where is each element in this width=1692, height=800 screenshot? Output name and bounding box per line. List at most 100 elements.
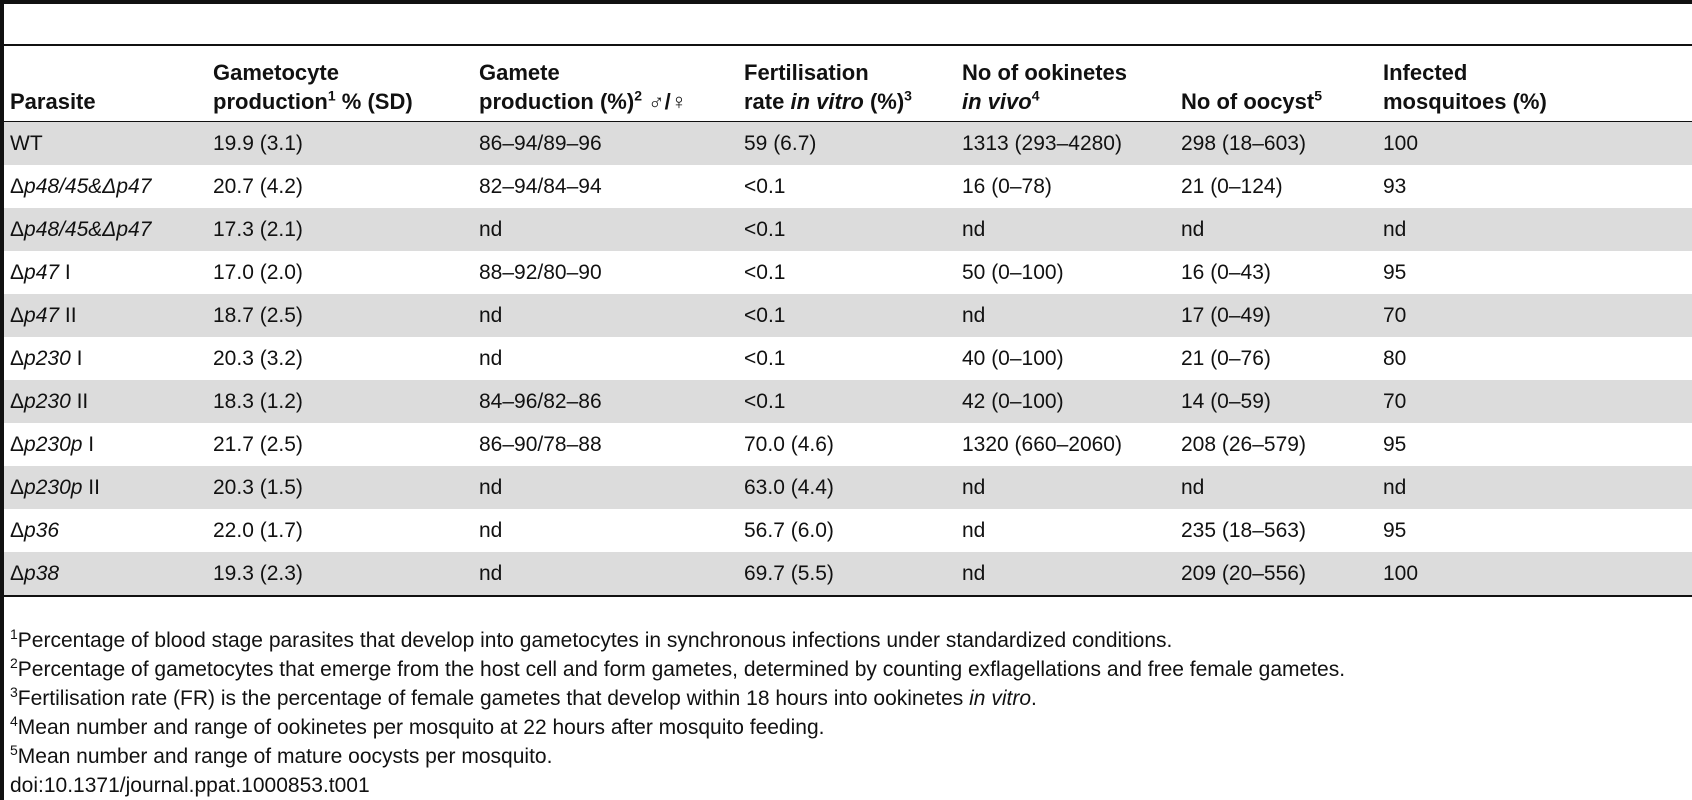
parasite-prefix: Δ (10, 217, 25, 241)
cell-ookinetes: nd (956, 466, 1175, 509)
table-row: Δp230 I 20.3 (3.2) nd <0.1 40 (0–100) 21 (0–7… (4, 337, 1692, 380)
parasite-name: p230p (24, 475, 83, 499)
cell-parasite: Δp36 (4, 509, 207, 552)
table-header-row: Parasite Gametocyte production1 % (SD) G… (4, 44, 1692, 122)
footnote-item: 3Fertilisation rate (FR) is the percenta… (10, 684, 1345, 713)
footnote-item: 1Percentage of blood stage parasites tha… (10, 626, 1345, 655)
footnote-text: Percentage of gametocytes that emerge fr… (17, 658, 1346, 681)
parasite-name: p47 (24, 303, 60, 327)
parasite-name: p47 (24, 260, 60, 284)
footnotes: 1Percentage of blood stage parasites tha… (10, 626, 1345, 800)
cell-infected-mosquitoes: nd (1377, 466, 1692, 509)
cell-fertilisation-rate: <0.1 (738, 380, 956, 423)
footnote-item: 5Mean number and range of mature oocysts… (10, 742, 1345, 771)
cell-oocyst: 298 (18–603) (1175, 121, 1377, 165)
parasite-name: p230p (24, 432, 83, 456)
parasite-prefix: Δ (10, 475, 25, 499)
footnote-italic: in vitro (969, 687, 1031, 710)
parasite-name: p48/45&Δp47 (24, 217, 152, 241)
cell-parasite: Δp230 II (4, 380, 207, 423)
footnote-text: Mean number and range of mature oocysts … (17, 745, 553, 768)
cell-infected-mosquitoes: 70 (1377, 380, 1692, 423)
cell-oocyst: nd (1175, 208, 1377, 251)
table-row: Δp230p I 21.7 (2.5) 86–90/78–88 70.0 (4.6) 1… (4, 423, 1692, 466)
table-row: Δp47 I 17.0 (2.0) 88–92/80–90 <0.1 50 (0–100… (4, 251, 1692, 294)
cell-gametocyte-production: 20.7 (4.2) (213, 174, 303, 198)
cell-ookinetes: 1313 (293–4280) (956, 121, 1175, 165)
cell-fertilisation-rate: <0.1 (738, 208, 956, 251)
cell-ookinetes: 16 (0–78) (962, 174, 1052, 198)
cell-gamete-production: nd (473, 294, 738, 337)
parasite-suffix: I (59, 260, 71, 284)
cell-parasite: Δp47 I (4, 251, 207, 294)
cell-gametocyte-production: 17.0 (2.0) (213, 260, 303, 284)
footnote-item: 2Percentage of gametocytes that emerge f… (10, 655, 1345, 684)
cell-parasite: Δp47 II (4, 294, 207, 337)
cell-gamete-production: nd (473, 552, 738, 597)
cell-oocyst: 208 (26–579) (1181, 432, 1306, 456)
cell-fertilisation-rate: <0.1 (744, 260, 786, 284)
cell-infected-mosquitoes: 100 (1377, 552, 1692, 597)
table-row: Δp38 19.3 (2.3) nd 69.7 (5.5) nd 209 (20–556)… (4, 552, 1692, 597)
header-gametocyte-production: Gametocyte production1 % (SD) (207, 44, 473, 122)
cell-parasite: WT (4, 121, 207, 165)
cell-gamete-production: 82–94/84–94 (479, 174, 602, 198)
cell-parasite: Δp230p II (4, 466, 207, 509)
footnote-marker: 2 (10, 655, 18, 671)
parasite-name: p230 (24, 346, 71, 370)
table-body: WT 19.9 (3.1) 86–94/89–96 59 (6.7) 1313 (293… (4, 121, 1692, 597)
cell-ookinetes: nd (956, 208, 1175, 251)
cell-gamete-production: nd (473, 466, 738, 509)
cell-infected-mosquitoes: 95 (1383, 518, 1407, 542)
cell-fertilisation-rate: 63.0 (4.4) (738, 466, 956, 509)
footnote-list: 1Percentage of blood stage parasites tha… (10, 626, 1345, 771)
cell-gamete-production: 84–96/82–86 (473, 380, 738, 423)
table-row: Δp47 II 18.7 (2.5) nd <0.1 nd 17 (0–49) 70 (4, 294, 1692, 337)
footnote-item: 4Mean number and range of ookinetes per … (10, 713, 1345, 742)
cell-gametocyte-production: 20.3 (3.2) (213, 346, 303, 370)
cell-ookinetes: nd (962, 518, 986, 542)
parasite-suffix: II (82, 475, 100, 499)
cell-gamete-production: 88–92/80–90 (479, 260, 602, 284)
cell-infected-mosquitoes: nd (1377, 208, 1692, 251)
parasite-suffix: WT (10, 131, 43, 155)
parasite-suffix: I (70, 346, 83, 370)
cell-parasite: Δp48/45&Δp47 (4, 208, 207, 251)
parasite-table: Parasite Gametocyte production1 % (SD) G… (4, 44, 1692, 597)
cell-fertilisation-rate: <0.1 (744, 346, 786, 370)
doi-text: doi:10.1371/journal.ppat.1000853.t001 (10, 774, 370, 797)
header-infected-mosquitoes: Infected mosquitoes (%) (1377, 44, 1692, 122)
parasite-name: p48/45&Δp47 (24, 174, 152, 198)
cell-gametocyte-production: 19.9 (3.1) (207, 121, 473, 165)
data-table-container: Parasite Gametocyte production1 % (SD) G… (4, 44, 1692, 597)
cell-ookinetes: nd (956, 294, 1175, 337)
left-border-rule (0, 0, 4, 800)
table-row: Δp36 22.0 (1.7) nd 56.7 (6.0) nd 235 (18–563)… (4, 509, 1692, 552)
cell-infected-mosquitoes: 70 (1377, 294, 1692, 337)
parasite-prefix: Δ (10, 346, 25, 370)
top-border-rule (4, 0, 1692, 4)
cell-gametocyte-production: 17.3 (2.1) (207, 208, 473, 251)
parasite-name: p38 (24, 561, 60, 585)
cell-gametocyte-production: 18.3 (1.2) (207, 380, 473, 423)
cell-parasite: Δp48/45&Δp47 (4, 165, 207, 208)
cell-gamete-production: 86–90/78–88 (479, 432, 602, 456)
cell-ookinetes: 50 (0–100) (962, 260, 1064, 284)
parasite-prefix: Δ (10, 260, 25, 284)
cell-gametocyte-production: 19.3 (2.3) (207, 552, 473, 597)
cell-gametocyte-production: 22.0 (1.7) (213, 518, 303, 542)
cell-oocyst: 16 (0–43) (1181, 260, 1271, 284)
cell-oocyst: 21 (0–76) (1181, 346, 1271, 370)
cell-ookinetes: nd (956, 552, 1175, 597)
cell-gamete-production: 86–94/89–96 (473, 121, 738, 165)
cell-oocyst: nd (1175, 466, 1377, 509)
footnote-end: . (1031, 687, 1037, 710)
table-row: Δp48/45&Δp47 20.7 (4.2) 82–94/84–94 <0.1 16 … (4, 165, 1692, 208)
cell-fertilisation-rate: 56.7 (6.0) (744, 518, 834, 542)
header-gamete-production: Gamete production (%)2 ♂/♀ (473, 44, 738, 122)
parasite-prefix: Δ (10, 432, 25, 456)
table-row: WT 19.9 (3.1) 86–94/89–96 59 (6.7) 1313 (293… (4, 121, 1692, 165)
footnote-marker: 1 (10, 626, 18, 642)
cell-fertilisation-rate: <0.1 (744, 174, 786, 198)
cell-oocyst: 14 (0–59) (1175, 380, 1377, 423)
